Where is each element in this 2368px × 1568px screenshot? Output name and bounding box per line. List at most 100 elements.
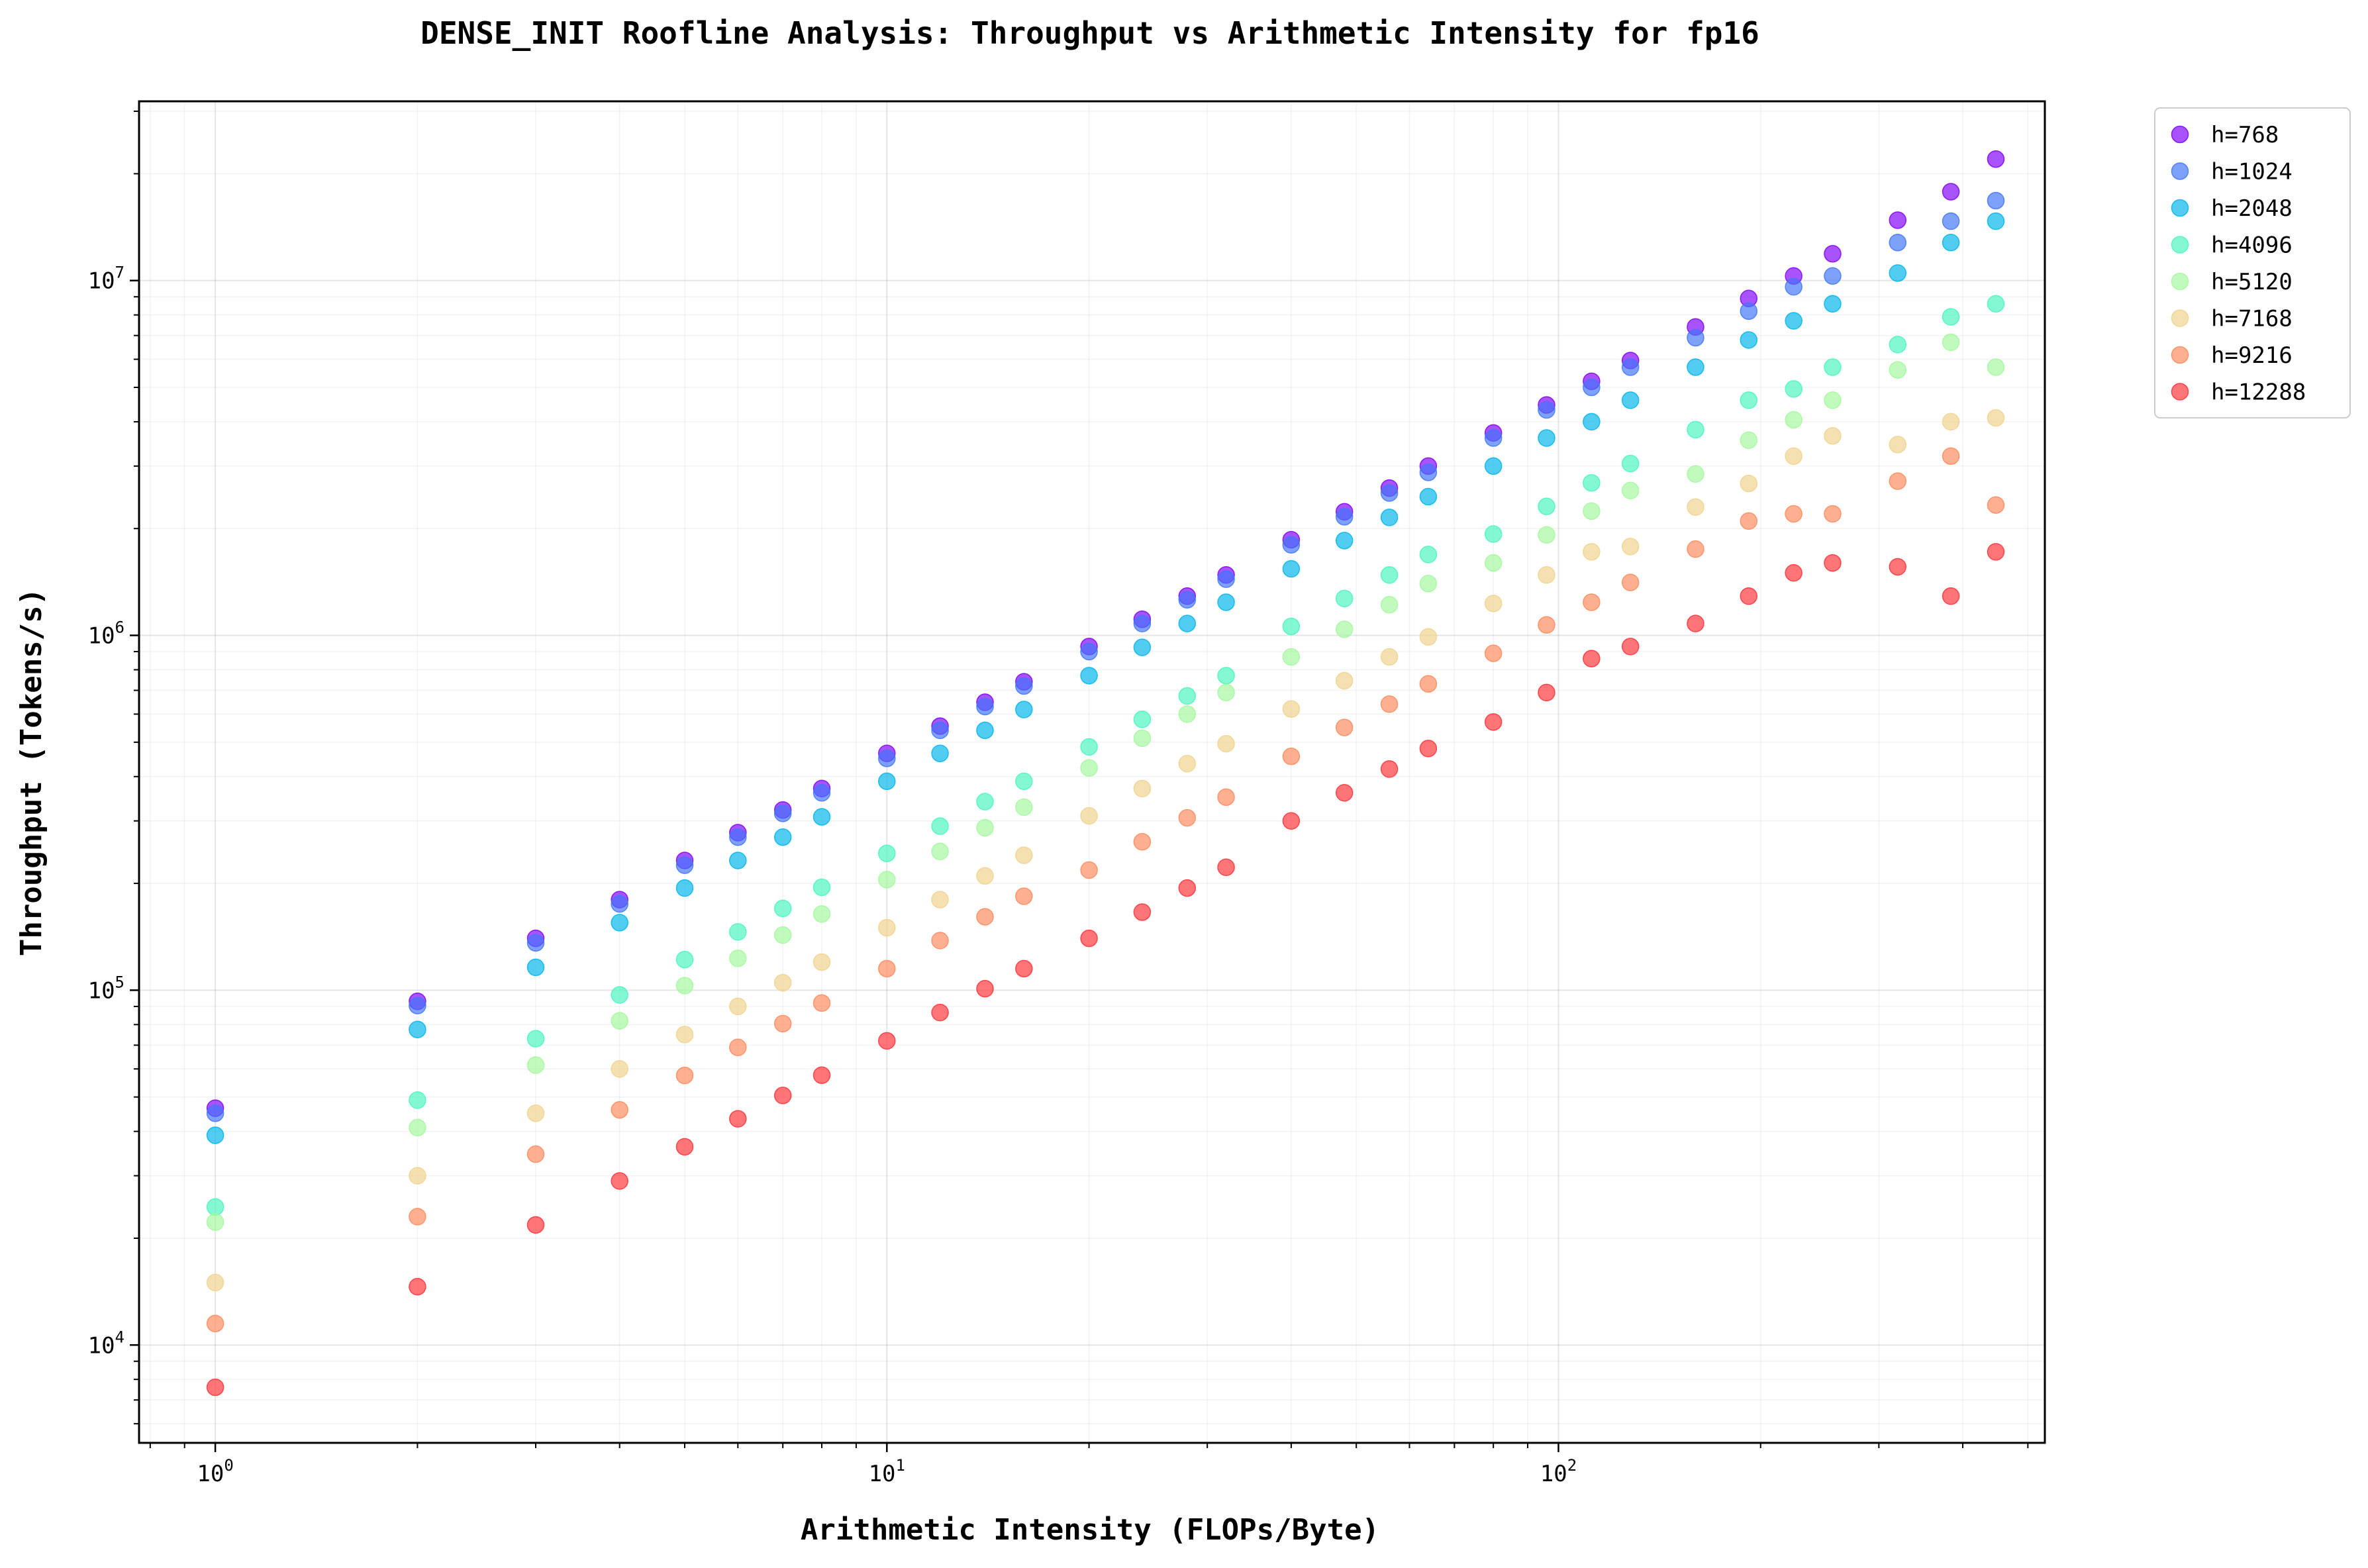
legend-label: h=2048 (2211, 195, 2293, 222)
data-point (409, 1208, 426, 1226)
data-point (1942, 587, 1960, 605)
data-point (1740, 431, 1758, 449)
data-point (1282, 812, 1301, 830)
data-point (1740, 512, 1758, 530)
y-tick-label: 107 (88, 264, 124, 295)
data-point (1335, 532, 1354, 550)
data-point (1080, 667, 1098, 685)
data-point (813, 784, 831, 802)
data-point (1621, 481, 1640, 500)
data-point (1335, 620, 1354, 638)
data-point (1889, 436, 1907, 454)
data-point (675, 879, 694, 897)
data-point (409, 1118, 426, 1137)
data-point (1785, 447, 1802, 466)
data-point (1217, 858, 1235, 877)
data-point (1824, 295, 1842, 313)
data-point (1217, 788, 1235, 807)
data-point (1380, 566, 1399, 584)
series-h=1024 (206, 191, 2005, 1122)
data-points (206, 150, 2005, 1396)
data-point (878, 918, 896, 937)
data-point (1484, 429, 1503, 447)
data-point (206, 1378, 224, 1396)
data-point (1015, 846, 1033, 864)
data-point (675, 856, 694, 874)
data-point (1583, 413, 1601, 431)
data-point (1621, 538, 1640, 556)
chart-title: DENSE_INIT Roofline Analysis: Throughput… (420, 15, 1759, 51)
data-point (1785, 411, 1802, 429)
data-point (1687, 465, 1704, 483)
data-point (773, 1014, 792, 1033)
data-point (611, 1012, 628, 1030)
data-point (773, 899, 792, 918)
series-h=2048 (206, 212, 2005, 1144)
data-point (1987, 409, 2005, 427)
x-tick-label: 100 (197, 1456, 233, 1487)
data-point (1889, 264, 1907, 282)
data-point (1178, 808, 1197, 827)
data-point (976, 721, 994, 740)
data-point (1538, 616, 1555, 634)
data-point (1015, 701, 1033, 718)
data-point (1133, 903, 1152, 921)
data-point (773, 926, 792, 944)
data-point (1889, 361, 1907, 379)
data-point (611, 1172, 628, 1190)
data-point (1282, 748, 1301, 765)
legend-marker (2171, 199, 2189, 217)
data-point (1380, 760, 1399, 778)
data-point (1889, 233, 1907, 252)
data-point (1080, 738, 1098, 756)
data-point (1942, 308, 1960, 326)
data-point (1484, 457, 1503, 475)
data-point (1015, 887, 1033, 905)
data-point (1538, 429, 1555, 447)
data-point (1335, 718, 1354, 736)
data-point (1419, 740, 1438, 758)
data-point (1785, 380, 1802, 398)
data-point (675, 1026, 694, 1044)
data-point (611, 986, 628, 1004)
data-point (1015, 798, 1033, 816)
data-point (1583, 593, 1601, 611)
data-point (976, 697, 994, 716)
data-point (1080, 759, 1098, 777)
data-point (976, 793, 994, 810)
data-point (813, 878, 831, 897)
data-point (1484, 595, 1503, 612)
data-point (878, 750, 896, 767)
data-point (1889, 558, 1907, 576)
data-point (1538, 683, 1555, 702)
data-point (1419, 675, 1438, 693)
data-point (1282, 536, 1301, 554)
data-point (813, 1066, 831, 1085)
data-point (813, 994, 831, 1012)
data-point (1740, 391, 1758, 409)
data-point (1217, 570, 1235, 588)
data-point (1380, 695, 1399, 713)
data-point (409, 1277, 426, 1296)
data-point (1080, 807, 1098, 825)
data-point (1740, 331, 1758, 349)
data-point (813, 905, 831, 923)
data-point (526, 958, 545, 977)
data-point (1282, 560, 1301, 578)
data-point (1015, 959, 1033, 978)
legend-marker (2171, 162, 2189, 180)
data-point (1217, 667, 1235, 685)
data-point (1889, 336, 1907, 354)
data-point (1538, 401, 1555, 419)
x-tick-label: 102 (1540, 1456, 1577, 1487)
data-point (931, 721, 949, 740)
data-point (1080, 929, 1098, 948)
data-point (1987, 496, 2005, 514)
data-point (1217, 683, 1235, 702)
data-point (1824, 244, 1842, 263)
data-point (409, 997, 426, 1014)
legend-label: h=7168 (2211, 306, 2293, 332)
legend-label: h=5120 (2211, 269, 2293, 295)
data-point (1942, 183, 1960, 201)
